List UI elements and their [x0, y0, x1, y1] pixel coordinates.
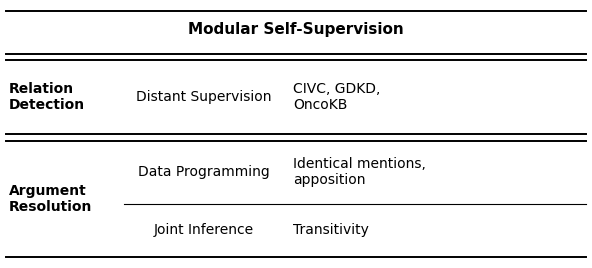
Text: Data Programming: Data Programming [139, 165, 270, 179]
Text: Modular Self-Supervision: Modular Self-Supervision [188, 22, 404, 37]
Text: Joint Inference: Joint Inference [154, 224, 255, 237]
Text: Distant Supervision: Distant Supervision [137, 90, 272, 104]
Text: CIVC, GDKD,
OncoKB: CIVC, GDKD, OncoKB [293, 82, 381, 112]
Text: Identical mentions,
apposition: Identical mentions, apposition [293, 157, 426, 187]
Text: Relation
Detection: Relation Detection [9, 82, 85, 112]
Text: Argument
Resolution: Argument Resolution [9, 184, 92, 214]
Text: Transitivity: Transitivity [293, 224, 369, 237]
